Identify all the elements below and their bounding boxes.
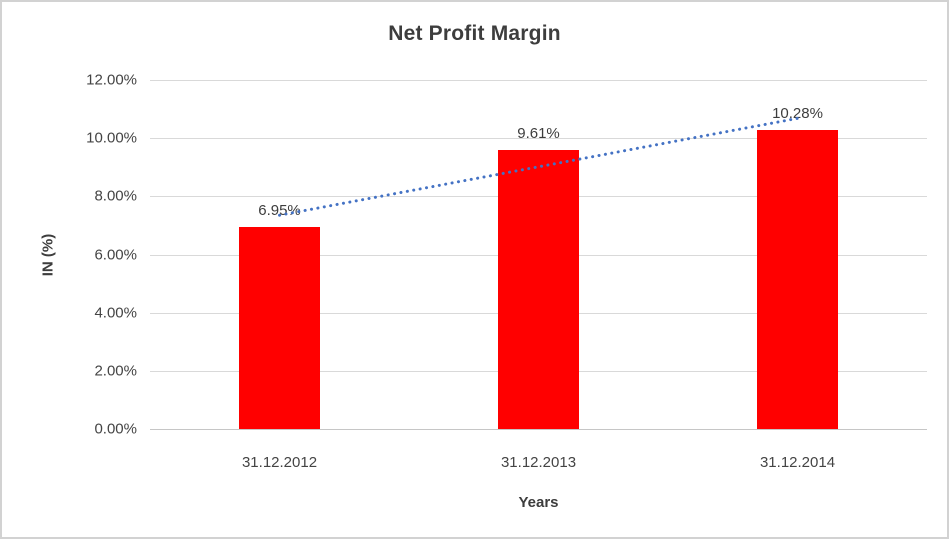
bar-data-label: 10.28% [772,105,823,123]
plot-area: 6.95% 9.61% 10.28% [150,80,927,430]
gridline [150,80,927,81]
y-tick-label: 6.00% [94,246,137,263]
y-tick-label: 2.00% [94,362,137,380]
x-axis-tick-labels: 31.12.2012 31.12.2013 31.12.2014 [150,454,927,474]
y-tick-label: 4.00% [94,304,137,322]
x-axis-title: Years [518,494,559,511]
x-tick-label: 31.12.2012 [241,454,318,471]
y-tick-label: 8.00% [94,187,137,205]
bar-data-label: 6.95% [258,201,301,219]
bar [757,130,838,429]
x-tick-label: 31.12.2014 [759,454,836,471]
x-tick-label: 31.12.2013 [500,454,577,471]
bar [239,226,320,429]
y-axis-tick-labels: 0.00% 2.00% 4.00% 6.00% 8.00% 10.00% 12.00% [2,72,137,438]
chart-title: Net Profit Margin [388,22,561,45]
bar-data-label: 9.61% [517,124,560,142]
x-axis-line [150,429,927,430]
y-tick-label: 10.00% [86,129,137,147]
y-tick-label: 12.00% [86,71,137,89]
bar [498,149,579,429]
y-tick-label: 0.00% [94,420,137,438]
